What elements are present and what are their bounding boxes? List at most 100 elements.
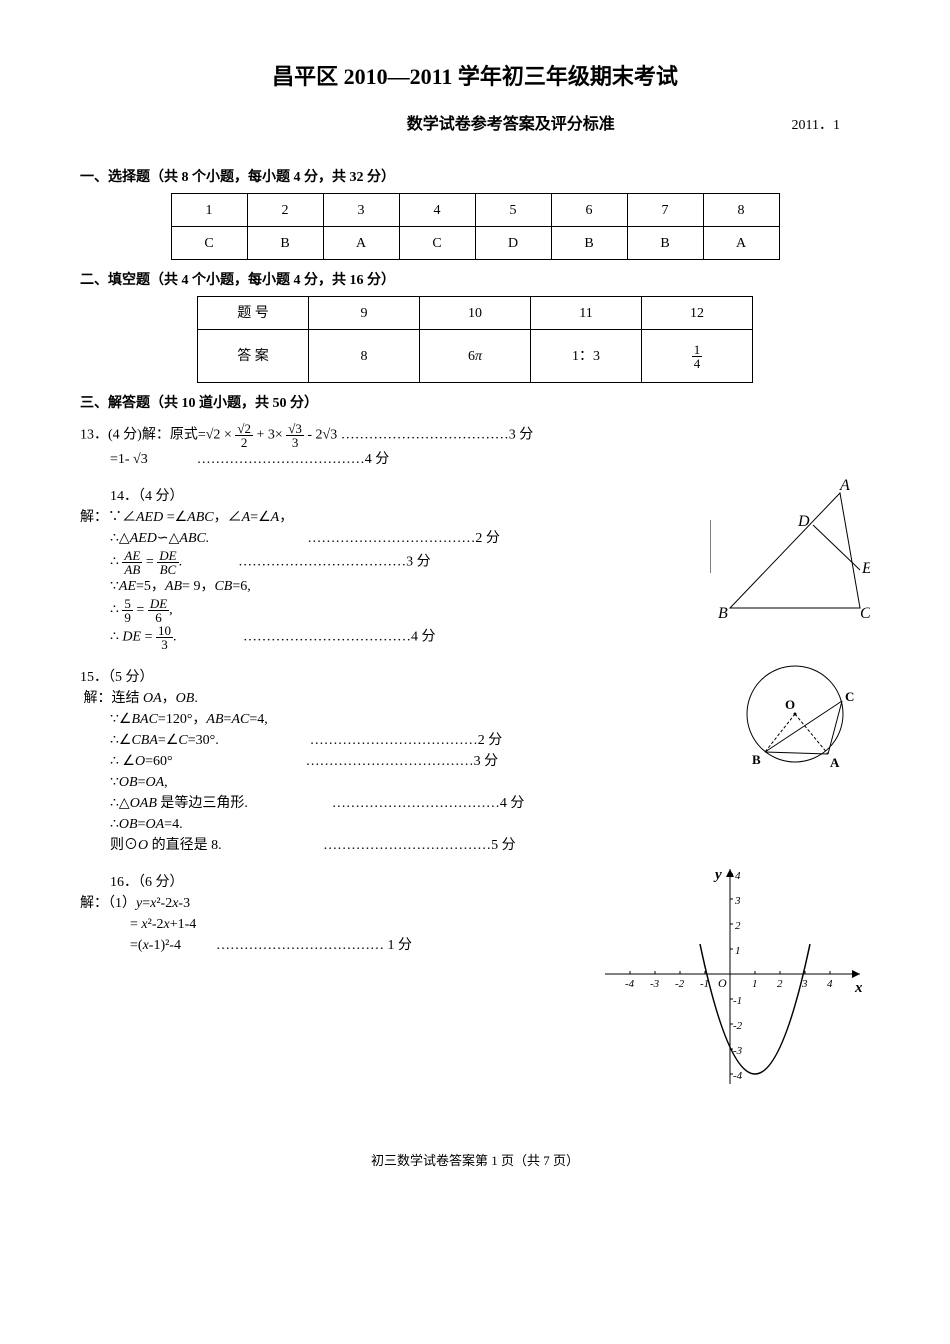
ytick: 2 bbox=[735, 920, 741, 932]
table-row: 题 号 9 10 11 12 bbox=[198, 297, 753, 330]
points: ………………………………3 分 bbox=[306, 754, 499, 769]
label-B: B bbox=[718, 605, 728, 622]
ans-cell: B bbox=[627, 227, 703, 260]
label-E: E bbox=[861, 560, 870, 577]
ans-cell: 6π bbox=[420, 330, 531, 383]
x-axis-label: x bbox=[854, 980, 863, 996]
q16-l1: 解：（1）y=x²-2x-3 bbox=[80, 893, 590, 914]
section3-heading: 三、解答题（共 10 道小题，共 50 分） bbox=[80, 393, 870, 414]
q15: 15．（5 分） 解：连结 OA，OB. ∵∠BAC=120°，AB=AC=4,… bbox=[80, 667, 720, 856]
ytick: 4 bbox=[735, 870, 741, 882]
ans-cell: A bbox=[323, 227, 399, 260]
q14-l4: ∵AE=5，AB= 9，CB=6, bbox=[110, 576, 700, 597]
fill-table: 题 号 9 10 11 12 答 案 8 6π 1：3 14 bbox=[197, 296, 753, 383]
q14-row: 14．（4 分） 解：∵∠AED =∠ABC，∠A=∠A， ∴△AED∽△ABC… bbox=[80, 478, 870, 659]
q15-l3: ∴∠CBA=∠C=30°. ………………………………2 分 bbox=[110, 730, 720, 751]
q15-l5: ∵OB=OA, bbox=[110, 772, 720, 793]
row-label: 答 案 bbox=[198, 330, 309, 383]
q16-l3: =(x-1)²-4 ……………………………… 1 分 bbox=[130, 935, 590, 956]
section1-heading: 一、选择题（共 8 个小题，每小题 4 分，共 32 分） bbox=[80, 167, 870, 188]
points: ………………………………3 分 bbox=[341, 428, 534, 443]
mc-table: 1 2 3 4 5 6 7 8 C B A C D B B A bbox=[171, 193, 780, 260]
xtick: -3 bbox=[650, 978, 660, 990]
points: ………………………………4 分 bbox=[243, 630, 436, 645]
col-head: 4 bbox=[399, 194, 475, 227]
ans-cell: C bbox=[171, 227, 247, 260]
ytick: 1 bbox=[735, 945, 741, 957]
q15-diagram: O C A B bbox=[730, 659, 870, 796]
col-head: 12 bbox=[642, 297, 753, 330]
col-head: 8 bbox=[703, 194, 779, 227]
points: ………………………………5 分 bbox=[323, 838, 516, 853]
q14-l2: ∴△AED∽△ABC. ………………………………2 分 bbox=[110, 528, 700, 549]
ytick: -2 bbox=[733, 1020, 743, 1032]
label-B: B bbox=[752, 752, 761, 767]
col-head: 9 bbox=[309, 297, 420, 330]
q15-row: 15．（5 分） 解：连结 OA，OB. ∵∠BAC=120°，AB=AC=4,… bbox=[80, 659, 870, 864]
q14-l5: ∴ 59 = DE6, bbox=[110, 597, 700, 624]
q16-heading: 16．（6 分） bbox=[110, 872, 590, 893]
q15-l2: ∵∠BAC=120°，AB=AC=4, bbox=[110, 709, 720, 730]
points: ……………………………… 1 分 bbox=[216, 938, 412, 953]
expr: =1- √3 bbox=[110, 452, 148, 467]
label-A: A bbox=[830, 755, 840, 770]
q15-l1: 解：连结 OA，OB. bbox=[80, 688, 720, 709]
xtick: 1 bbox=[752, 978, 758, 990]
origin-label: O bbox=[718, 976, 727, 990]
col-head: 1 bbox=[171, 194, 247, 227]
points: ………………………………2 分 bbox=[310, 733, 503, 748]
page-footer: 初三数学试卷答案第 1 页（共 7 页） bbox=[80, 1151, 870, 1171]
points: ………………………………4 分 bbox=[197, 452, 390, 467]
y-axis-label: y bbox=[713, 867, 722, 883]
xtick: -4 bbox=[625, 978, 635, 990]
q16: 16．（6 分） 解：（1）y=x²-2x-3 = x²-2x+1-4 =(x-… bbox=[80, 872, 590, 956]
ans-cell: 1：3 bbox=[531, 330, 642, 383]
col-head: 3 bbox=[323, 194, 399, 227]
q15-l8: 则⊙O 的直径是 8. ………………………………5 分 bbox=[110, 835, 720, 856]
q16-diagram: -4 -3 -2 -1 1 2 3 4 4 3 2 1 -1 -2 -3 -4 bbox=[600, 864, 870, 1111]
ans-cell: B bbox=[247, 227, 323, 260]
table-row: 1 2 3 4 5 6 7 8 bbox=[171, 194, 779, 227]
col-head: 11 bbox=[531, 297, 642, 330]
row-label: 题 号 bbox=[198, 297, 309, 330]
label-D: D bbox=[797, 513, 810, 530]
label-C: C bbox=[845, 689, 854, 704]
label-A: A bbox=[839, 478, 850, 494]
q14-l1: 解：∵∠AED =∠ABC，∠A=∠A， bbox=[80, 507, 700, 528]
ytick: -4 bbox=[733, 1070, 743, 1082]
ans-cell: 14 bbox=[642, 330, 753, 383]
ytick: -1 bbox=[733, 995, 742, 1007]
q14: 14．（4 分） 解：∵∠AED =∠ABC，∠A=∠A， ∴△AED∽△ABC… bbox=[80, 486, 700, 651]
subtitle-row: 数学试卷参考答案及评分标准 2011．1 bbox=[80, 113, 870, 137]
q15-heading: 15．（5 分） bbox=[80, 667, 720, 688]
col-head: 7 bbox=[627, 194, 703, 227]
q14-diagram: A B C D E bbox=[710, 478, 870, 635]
q13-line2: =1- √3 ………………………………4 分 bbox=[110, 449, 870, 470]
col-head: 10 bbox=[420, 297, 531, 330]
points: ………………………………2 分 bbox=[307, 531, 500, 546]
col-head: 5 bbox=[475, 194, 551, 227]
q13: 13．(4 分)解：原式=√2 × √22 + 3× √33 - 2√3 ………… bbox=[80, 422, 870, 470]
q16-row: 16．（6 分） 解：（1）y=x²-2x-3 = x²-2x+1-4 =(x-… bbox=[80, 864, 870, 1111]
ytick: 3 bbox=[734, 895, 741, 907]
q16-l2: = x²-2x+1-4 bbox=[130, 914, 590, 935]
col-head: 2 bbox=[247, 194, 323, 227]
ans-cell: D bbox=[475, 227, 551, 260]
label-C: C bbox=[860, 605, 870, 622]
q15-l6: ∴△OAB 是等边三角形. ………………………………4 分 bbox=[110, 793, 720, 814]
col-head: 6 bbox=[551, 194, 627, 227]
points: ………………………………4 分 bbox=[332, 796, 525, 811]
q14-l3: ∴ AEAB = DEBC. ………………………………3 分 bbox=[110, 549, 700, 576]
section2-heading: 二、填空题（共 4 个小题，每小题 4 分，共 16 分） bbox=[80, 270, 870, 291]
q13-line1: 13．(4 分)解：原式=√2 × √22 + 3× √33 - 2√3 ………… bbox=[80, 422, 870, 449]
q14-heading: 14．（4 分） bbox=[110, 486, 700, 507]
points: ………………………………3 分 bbox=[238, 555, 431, 570]
q15-l7: ∴OB=OA=4. bbox=[110, 814, 720, 835]
ans-cell: 8 bbox=[309, 330, 420, 383]
ans-cell: C bbox=[399, 227, 475, 260]
xtick: -2 bbox=[675, 978, 685, 990]
ans-cell: B bbox=[551, 227, 627, 260]
subtitle: 数学试卷参考答案及评分标准 bbox=[230, 113, 792, 137]
table-row: 答 案 8 6π 1：3 14 bbox=[198, 330, 753, 383]
xtick: 4 bbox=[827, 978, 833, 990]
